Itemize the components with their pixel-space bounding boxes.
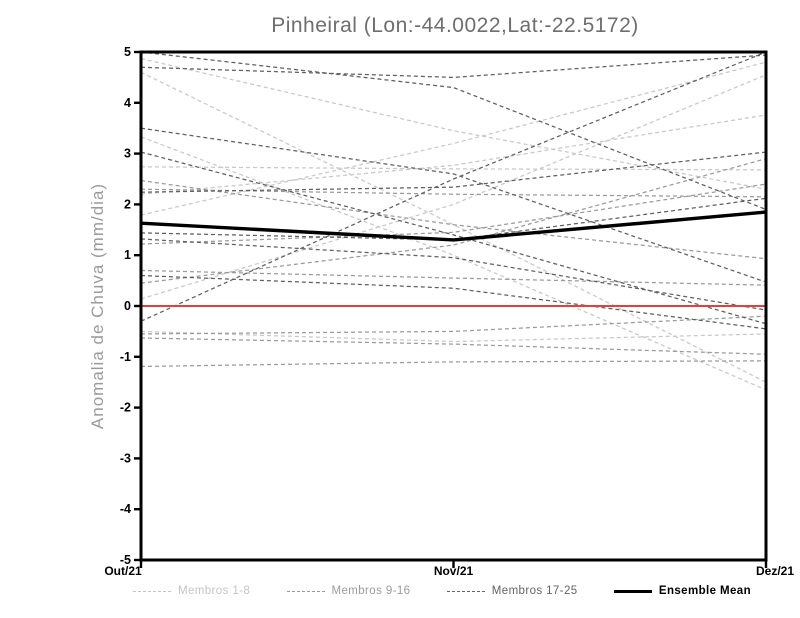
y-tick-label: -1 [120, 350, 131, 364]
x-tick-label: Nov/21 [434, 564, 474, 578]
y-tick-label: 1 [124, 248, 131, 262]
member-line-group3 [141, 151, 766, 325]
legend-item-ensemble-mean: Ensemble Mean [613, 585, 751, 597]
member-line-group1 [141, 61, 766, 216]
chart-title: Pinheiral (Lon:-44.0022,Lat:-22.5172) [271, 14, 639, 37]
y-tick-label: 5 [124, 45, 131, 59]
y-tick-label: -2 [120, 401, 131, 415]
solid-line-sample [613, 589, 652, 593]
member-line-group1 [141, 114, 766, 195]
member-line-group1 [141, 74, 766, 300]
member-line-group1 [141, 136, 766, 391]
y-axis-label: Anomalia de Chuva (mm/dia) [88, 183, 107, 429]
x-tick-label: Dez/21 [756, 564, 794, 578]
member-line-group2 [141, 337, 766, 355]
member-line-group3 [141, 52, 766, 322]
y-tick-label: -3 [120, 451, 131, 465]
legend-label: Membros 17-25 [491, 585, 578, 597]
legend-label: Membros 9-16 [331, 585, 411, 597]
member-line-group1 [141, 57, 766, 190]
legend-item-membros-1-8: Membros 1-8 [133, 585, 250, 597]
y-tick-label: 0 [124, 299, 131, 313]
dashed-line-sample-medium [286, 590, 325, 592]
member-line-group3 [141, 127, 766, 283]
dashed-line-sample-light [133, 590, 171, 592]
member-line-group1 [141, 330, 766, 343]
x-tick-label: Out/21 [104, 564, 142, 578]
y-tick-label: 2 [124, 197, 131, 211]
legend-item-membros-9-16: Membros 9-16 [286, 585, 411, 597]
ensemble-mean-line [141, 210, 766, 242]
y-tick-label: 4 [124, 96, 131, 110]
member-line-group3 [141, 274, 766, 330]
member-line-group2 [141, 188, 766, 198]
dashed-line-sample-dark [446, 590, 485, 592]
member-line-group2 [141, 315, 766, 335]
y-tick-label: -4 [120, 502, 131, 516]
member-line-group2 [141, 360, 766, 368]
legend-label: Membros 1-8 [178, 585, 251, 597]
legend-item-membros-17-25: Membros 17-25 [446, 585, 578, 597]
member-line-group3 [141, 54, 766, 79]
legend: Membros 1-8 Membros 9-16 Membros 17-25 E… [133, 585, 751, 597]
y-tick-label: -5 [120, 553, 131, 567]
member-line-group1 [141, 71, 766, 383]
y-tick-label: 3 [124, 147, 131, 161]
member-line-group2 [141, 179, 766, 260]
member-line-group1 [141, 166, 766, 171]
member-line-group2 [141, 269, 766, 286]
legend-label: Ensemble Mean [658, 585, 751, 597]
